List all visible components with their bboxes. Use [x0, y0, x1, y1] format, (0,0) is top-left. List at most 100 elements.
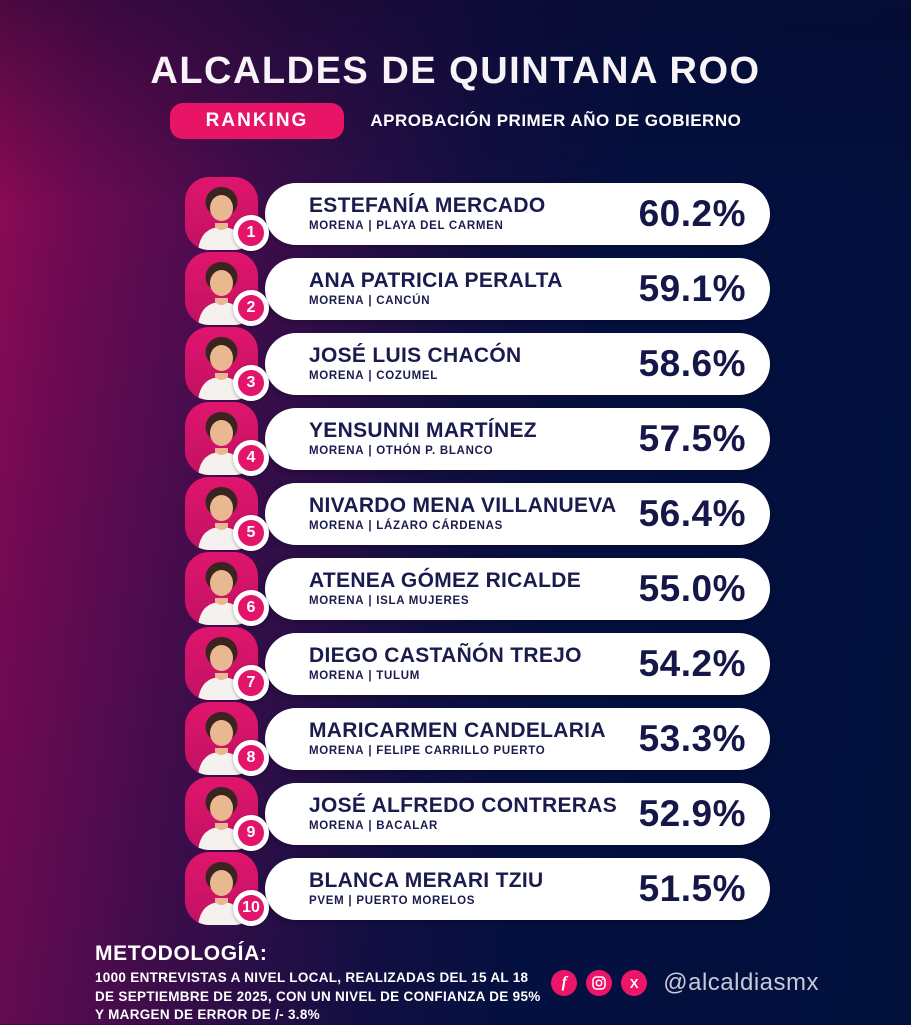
- rank-number-badge: 6: [233, 590, 269, 626]
- ranking-row: 3 JOSÉ LUIS CHACÓN MORENA | COZUMEL 58.6%: [185, 326, 770, 401]
- mayor-identity: BLANCA MERARI TZIU PVEM | PUERTO MORELOS: [309, 869, 543, 907]
- mayor-photo-wrap: 8: [185, 702, 269, 776]
- ranking-row: 1 ESTEFANÍA MERCADO MORENA | PLAYA DEL CAR…: [185, 176, 770, 251]
- approval-percentage: 60.2%: [638, 192, 746, 234]
- mayor-card: DIEGO CASTAÑÓN TREJO MORENA | TULUM 54.2%: [265, 632, 770, 695]
- mayor-name: ANA PATRICIA PERALTA: [309, 268, 563, 292]
- mayor-name: YENSUNNI MARTÍNEZ: [309, 418, 537, 442]
- mayor-identity: JOSÉ LUIS CHACÓN MORENA | COZUMEL: [309, 343, 522, 382]
- mayor-name: ESTEFANÍA MERCADO: [309, 193, 546, 217]
- municipality-label: PLAYA DEL CARMEN: [376, 220, 504, 233]
- meta-separator: |: [368, 820, 373, 833]
- party-label: MORENA: [309, 745, 365, 758]
- ranking-badge: RANKING: [169, 103, 345, 139]
- rank-number-badge: 1: [233, 215, 269, 251]
- meta-separator: |: [368, 670, 373, 683]
- party-label: PVEM: [309, 895, 345, 908]
- mayor-name: DIEGO CASTAÑÓN TREJO: [309, 643, 582, 667]
- mayor-photo-wrap: 5: [185, 477, 269, 551]
- mayor-meta: MORENA | OTHÓN P. BLANCO: [309, 445, 537, 457]
- meta-separator: |: [348, 895, 353, 908]
- ranking-row: 8 MARICARMEN CANDELARIA MORENA | FELIPE CA…: [185, 701, 770, 776]
- approval-percentage: 51.5%: [638, 867, 746, 909]
- methodology-block: METODOLOGÍA: 1000 ENTREVISTAS A NIVEL LO…: [95, 942, 541, 1025]
- municipality-label: OTHÓN P. BLANCO: [376, 445, 494, 458]
- mayor-identity: ESTEFANÍA MERCADO MORENA | PLAYA DEL CARME…: [309, 193, 546, 232]
- mayor-photo: [185, 777, 258, 850]
- x-twitter-icon: X: [621, 970, 648, 997]
- meta-separator: |: [368, 445, 373, 458]
- mayor-meta: MORENA | ISLA MUJERES: [309, 595, 581, 607]
- municipality-label: LÁZARO CÁRDENAS: [376, 520, 504, 533]
- approval-percentage: 52.9%: [638, 792, 746, 834]
- social-block: f X @alcaldiasmx: [551, 969, 819, 997]
- mayor-name: NIVARDO MENA VILLANUEVA: [309, 493, 617, 517]
- approval-percentage: 56.4%: [638, 492, 746, 534]
- ranking-row: 6 ATENEA GÓMEZ RICALDE MORENA | ISLA MUJER…: [185, 551, 770, 626]
- header-row: RANKING APROBACIÓN PRIMER AÑO DE GOBIERN…: [0, 103, 911, 139]
- mayor-photo-wrap: 3: [185, 327, 269, 401]
- approval-percentage: 59.1%: [638, 267, 746, 309]
- person-avatar-icon: [198, 712, 245, 775]
- mayor-meta: MORENA | TULUM: [309, 670, 582, 682]
- person-avatar-icon: [198, 187, 245, 250]
- meta-separator: |: [368, 745, 373, 758]
- rank-number-badge: 2: [233, 290, 269, 326]
- mayor-name: JOSÉ LUIS CHACÓN: [309, 343, 522, 367]
- mayor-photo: [185, 702, 258, 775]
- party-label: MORENA: [309, 445, 365, 458]
- meta-separator: |: [368, 370, 373, 383]
- approval-percentage: 57.5%: [638, 417, 746, 459]
- party-label: MORENA: [309, 520, 365, 533]
- mayor-card: BLANCA MERARI TZIU PVEM | PUERTO MORELOS 5…: [265, 857, 770, 920]
- rank-number-badge: 3: [233, 365, 269, 401]
- mayor-identity: YENSUNNI MARTÍNEZ MORENA | OTHÓN P. BLANCO: [309, 418, 537, 457]
- methodology-line-3: Y MARGEN DE ERROR DE /- 3.8%: [95, 1007, 320, 1023]
- ranking-row: 2 ANA PATRICIA PERALTA MORENA | CANCÚN 59.…: [185, 251, 770, 326]
- mayor-meta: MORENA | PLAYA DEL CARMEN: [309, 220, 546, 232]
- meta-separator: |: [368, 595, 373, 608]
- mayor-photo-wrap: 9: [185, 777, 269, 851]
- mayor-photo-wrap: 1: [185, 177, 269, 251]
- mayor-card: JOSÉ LUIS CHACÓN MORENA | COZUMEL 58.6%: [265, 332, 770, 395]
- mayor-meta: MORENA | CANCÚN: [309, 295, 563, 307]
- ranking-row: 5 NIVARDO MENA VILLANUEVA MORENA | LÁZARO …: [185, 476, 770, 551]
- mayor-name: MARICARMEN CANDELARIA: [309, 718, 606, 742]
- mayor-identity: ANA PATRICIA PERALTA MORENA | CANCÚN: [309, 268, 563, 307]
- mayor-meta: MORENA | LÁZARO CÁRDENAS: [309, 520, 617, 532]
- mayor-identity: ATENEA GÓMEZ RICALDE MORENA | ISLA MUJERES: [309, 569, 581, 607]
- mayor-card: ATENEA GÓMEZ RICALDE MORENA | ISLA MUJERES…: [265, 557, 770, 620]
- rank-number-badge: 7: [233, 665, 269, 701]
- mayor-meta: PVEM | PUERTO MORELOS: [309, 895, 543, 907]
- party-label: MORENA: [309, 820, 365, 833]
- mayor-card: MARICARMEN CANDELARIA MORENA | FELIPE CARR…: [265, 707, 770, 770]
- mayor-card: YENSUNNI MARTÍNEZ MORENA | OTHÓN P. BLANCO…: [265, 407, 770, 470]
- rank-number-badge: 8: [233, 740, 269, 776]
- facebook-icon: f: [551, 970, 578, 997]
- municipality-label: FELIPE CARRILLO PUERTO: [376, 745, 546, 758]
- mayor-meta: MORENA | COZUMEL: [309, 370, 522, 382]
- instagram-icon: [586, 970, 613, 997]
- mayor-name: JOSÉ ALFREDO CONTRERAS: [309, 793, 618, 817]
- rank-number-badge: 5: [233, 515, 269, 551]
- rank-number-badge: 10: [233, 890, 269, 926]
- mayor-photo: [185, 402, 258, 475]
- municipality-label: COZUMEL: [376, 370, 438, 383]
- mayor-card: NIVARDO MENA VILLANUEVA MORENA | LÁZARO CÁ…: [265, 482, 770, 545]
- municipality-label: BACALAR: [376, 820, 438, 833]
- party-label: MORENA: [309, 295, 365, 308]
- party-label: MORENA: [309, 670, 365, 683]
- rank-number-badge: 4: [233, 440, 269, 476]
- mayor-meta: MORENA | BACALAR: [309, 820, 617, 832]
- approval-percentage: 53.3%: [638, 717, 746, 759]
- person-avatar-icon: [198, 787, 245, 850]
- page-subtitle: APROBACIÓN PRIMER AÑO DE GOBIERNO: [370, 111, 742, 130]
- mayor-photo-wrap: 7: [185, 627, 269, 701]
- municipality-label: PUERTO MORELOS: [356, 895, 476, 908]
- mayor-photo-wrap: 2: [185, 252, 269, 326]
- municipality-label: ISLA MUJERES: [376, 595, 470, 608]
- footer: METODOLOGÍA: 1000 ENTREVISTAS A NIVEL LO…: [0, 926, 911, 1025]
- meta-separator: |: [368, 520, 373, 533]
- mayor-identity: NIVARDO MENA VILLANUEVA MORENA | LÁZARO CÁ…: [309, 493, 617, 532]
- party-label: MORENA: [309, 220, 365, 233]
